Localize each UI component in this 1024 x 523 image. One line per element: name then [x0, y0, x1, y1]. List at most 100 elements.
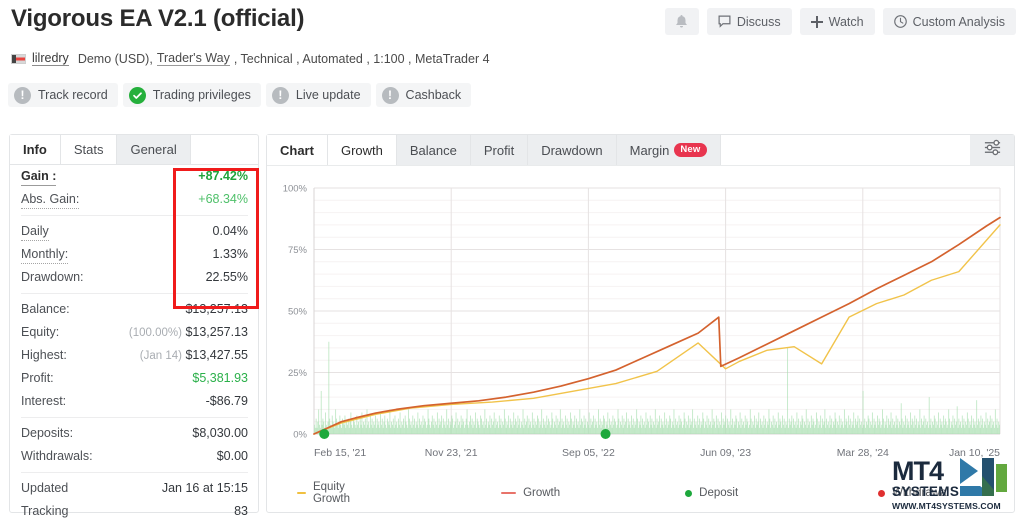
row-value: $5,381.93: [192, 371, 248, 385]
info-row-abs-gain: Abs. Gain: +68.34%: [10, 188, 258, 211]
svg-text:Mar 28, '24: Mar 28, '24: [837, 447, 889, 459]
legend-label: Deposit: [699, 487, 739, 499]
page-title: Vigorous EA V2.1 (official): [11, 5, 305, 32]
custom-analysis-button[interactable]: Custom Analysis: [882, 8, 1016, 35]
row-label: Balance:: [21, 302, 70, 316]
legend-swatch: [878, 489, 886, 497]
row-value: $13,427.55: [185, 348, 248, 362]
info-rows: Gain : +87.42% Abs. Gain: +68.34% Daily …: [10, 165, 258, 523]
tab-margin[interactable]: Margin New: [616, 135, 721, 165]
row-label: Gain :: [21, 167, 57, 186]
broker-link[interactable]: Trader's Way: [156, 51, 230, 66]
info-row-drawdown: Drawdown: 22.55%: [10, 266, 258, 289]
tab-stats[interactable]: Stats: [60, 135, 118, 164]
row-value-prefix: (100.00%): [128, 327, 182, 339]
divider: [21, 215, 248, 216]
row-label: Equity:: [21, 325, 60, 339]
legend-item-equity-growth[interactable]: Equity Growth: [297, 481, 356, 505]
watch-button[interactable]: Watch: [799, 8, 875, 35]
tab-label: Balance: [409, 142, 457, 158]
growth-chart[interactable]: 0% 25% 50% 75% 100% Feb 15, '21 Nov 23, '21 Sep…: [267, 166, 1014, 514]
tab-general[interactable]: General: [117, 135, 191, 164]
notifications-button[interactable]: [664, 8, 699, 35]
status-badges: ! Track record Trading privileges ! Live…: [8, 83, 472, 107]
svg-text:75%: 75%: [288, 245, 308, 256]
svg-text:MT4: MT4: [892, 456, 944, 486]
info-row-monthly: Monthly: 1.33%: [10, 243, 258, 266]
info-row-highest: Highest: (Jan 14) $13,427.55: [10, 344, 258, 367]
svg-text:0%: 0%: [293, 430, 307, 441]
tab-label: Growth: [340, 142, 383, 158]
exclamation-icon: !: [381, 86, 399, 104]
legend-swatch: [685, 489, 693, 497]
legend-item-withdrawal[interactable]: Withdrawal: [878, 487, 949, 499]
tab-growth[interactable]: Growth: [327, 135, 397, 165]
username-link[interactable]: lilredry: [32, 51, 69, 66]
check-icon: [128, 86, 146, 104]
status-badge-cashback[interactable]: ! Cashback: [375, 83, 472, 107]
bell-icon: [675, 14, 688, 29]
legend-swatch: [501, 492, 517, 494]
tab-drawdown[interactable]: Drawdown: [528, 135, 617, 165]
svg-text:Sep 05, '22: Sep 05, '22: [562, 447, 615, 459]
row-value-group: (Jan 14) $13,427.55: [140, 346, 248, 365]
divider: [21, 293, 248, 294]
status-badge-trading-privileges[interactable]: Trading privileges: [122, 83, 261, 107]
svg-text:SYSTEMS: SYSTEMS: [892, 484, 959, 499]
row-label: Monthly:: [21, 245, 69, 264]
row-label: Tracking: [21, 504, 69, 518]
clock-icon: [893, 15, 907, 28]
page-header: Vigorous EA V2.1 (official) Discuss Watc…: [0, 0, 1024, 118]
divider: [21, 472, 248, 473]
tab-profit[interactable]: Profit: [470, 135, 529, 165]
chart-panel: Chart Growth Balance Profit Drawdown Mar…: [266, 134, 1015, 513]
chart-panel-title: Chart: [267, 135, 328, 165]
tab-label: Chart: [280, 142, 314, 158]
account-meta-label: , Technical , Automated , 1:100 , MetaTr…: [233, 51, 490, 66]
row-label: Profit:: [21, 371, 54, 385]
row-value: -$86.79: [205, 394, 248, 408]
legend-item-growth[interactable]: Growth: [501, 487, 560, 499]
row-label: Drawdown:: [21, 270, 84, 284]
badge-label: Track record: [38, 88, 108, 102]
chart-panel-tabs: Chart Growth Balance Profit Drawdown Mar…: [267, 135, 1014, 166]
discuss-label: Discuss: [736, 14, 781, 29]
svg-text:Jun 09, '23: Jun 09, '23: [700, 447, 751, 459]
row-value: $0.00: [216, 449, 248, 463]
row-value: 83: [234, 504, 248, 518]
info-row-gain: Gain : +87.42%: [10, 165, 258, 188]
svg-text:Feb 15, '21: Feb 15, '21: [314, 447, 366, 459]
legend-item-deposit[interactable]: Deposit: [685, 487, 738, 499]
discuss-button[interactable]: Discuss: [706, 8, 792, 35]
badge-label: Trading privileges: [152, 88, 251, 102]
info-row-updated: Updated Jan 16 at 15:15: [10, 477, 258, 500]
tab-label: Profit: [483, 142, 515, 158]
row-value: $13,257.13: [185, 302, 248, 316]
legend-label: Growth: [523, 487, 561, 499]
status-badge-live-update[interactable]: ! Live update: [265, 83, 371, 107]
row-value: 1.33%: [212, 247, 248, 261]
tab-label: Drawdown: [541, 142, 603, 158]
tab-label: Info: [23, 142, 47, 157]
chart-legend: Equity Growth Growth Deposit Withdrawal: [283, 481, 949, 505]
info-panel-tabs: Info Stats General: [10, 135, 258, 165]
row-value: +68.34%: [198, 192, 248, 206]
chart-settings-button[interactable]: [970, 135, 1014, 165]
info-row-equity: Equity: (100.00%) $13,257.13: [10, 321, 258, 344]
row-value: $8,030.00: [192, 426, 248, 440]
status-badge-track-record[interactable]: ! Track record: [8, 83, 118, 107]
tab-balance[interactable]: Balance: [396, 135, 471, 165]
row-value: 0.04%: [212, 224, 248, 238]
info-panel: Info Stats General Gain : +87.42% Abs. G…: [9, 134, 259, 518]
row-value-group: (100.00%) $13,257.13: [129, 323, 248, 342]
new-badge: New: [674, 143, 707, 157]
tab-info[interactable]: Info: [10, 135, 61, 164]
svg-text:Jan 10, '25: Jan 10, '25: [949, 447, 1000, 459]
row-value: +87.42%: [198, 169, 248, 183]
legend-swatch: [297, 492, 306, 494]
row-value-prefix: (Jan 14): [139, 350, 182, 362]
svg-text:Nov 23, '21: Nov 23, '21: [425, 447, 478, 459]
info-row-balance: Balance: $13,257.13: [10, 298, 258, 321]
row-value: 22.55%: [205, 270, 248, 284]
svg-text:100%: 100%: [283, 184, 308, 195]
